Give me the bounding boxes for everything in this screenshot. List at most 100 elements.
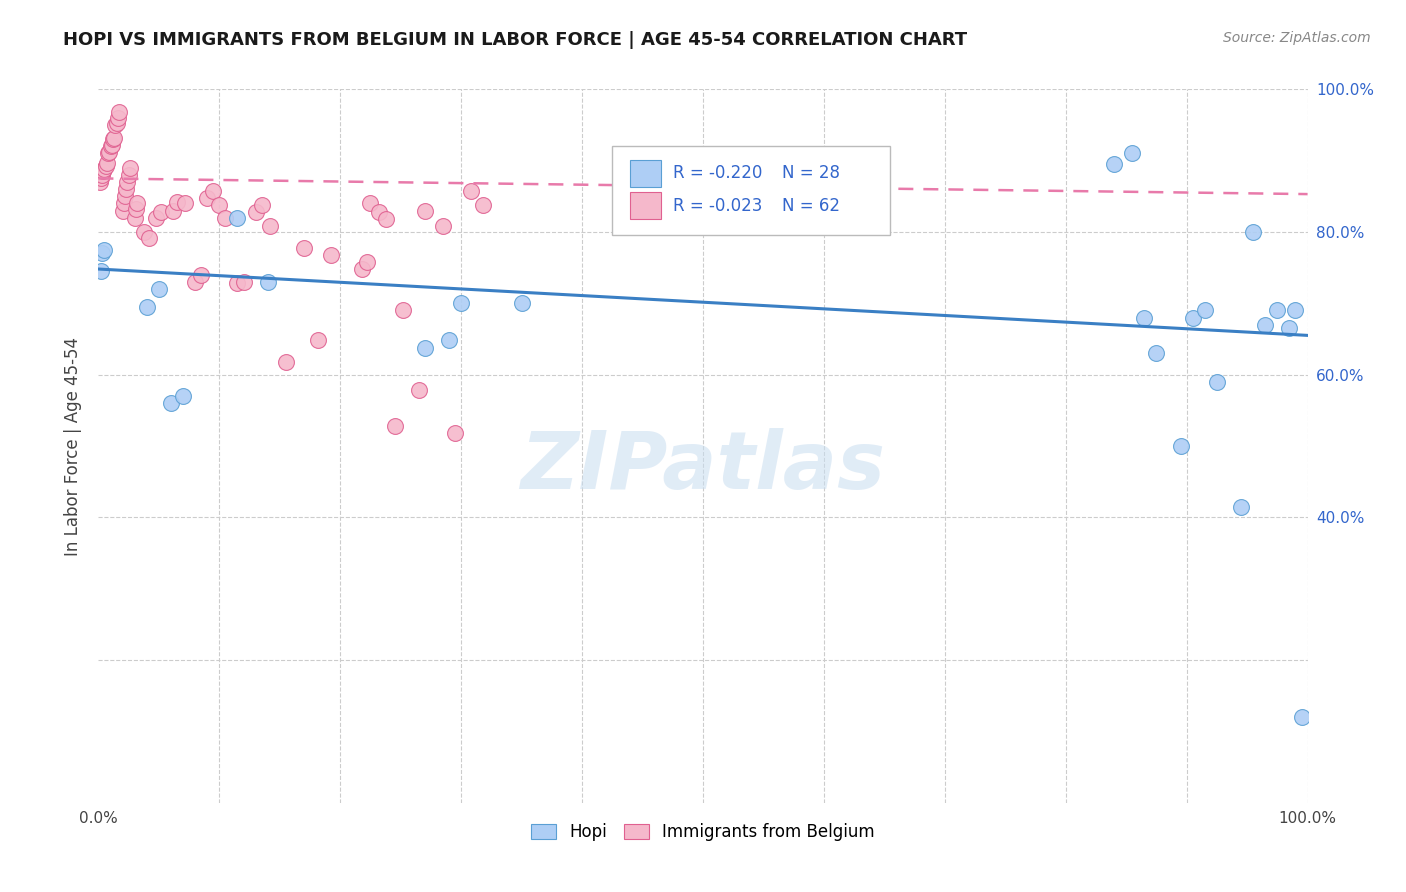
Point: [208, 198, 231, 212]
Point: [90, 171, 112, 186]
Point: [375, 212, 398, 227]
Point: [162, 203, 184, 218]
Point: [1194, 303, 1216, 318]
Point: [103, 130, 125, 145]
Point: [172, 389, 194, 403]
Point: [1241, 225, 1264, 239]
Point: [392, 303, 415, 318]
Point: [259, 219, 281, 234]
Point: [292, 241, 315, 255]
Point: [93, 162, 115, 177]
Point: [112, 196, 135, 211]
Point: [105, 116, 128, 130]
Point: [308, 334, 330, 348]
Point: [148, 282, 170, 296]
Text: N = 62: N = 62: [782, 196, 839, 214]
Point: [93, 243, 115, 257]
Point: [89, 175, 111, 189]
Point: [1291, 710, 1313, 724]
Y-axis label: In Labor Force | Age 45-54: In Labor Force | Age 45-54: [63, 336, 82, 556]
Point: [202, 184, 225, 198]
Point: [91, 164, 114, 178]
Point: [1206, 375, 1229, 389]
Point: [160, 396, 183, 410]
Point: [360, 196, 382, 211]
Point: [1133, 310, 1156, 325]
Point: [195, 191, 218, 205]
Point: [117, 175, 139, 189]
Point: [460, 184, 482, 198]
Point: [413, 203, 436, 218]
Point: [1181, 310, 1204, 325]
Point: [125, 202, 148, 216]
FancyBboxPatch shape: [630, 160, 661, 187]
Point: [124, 211, 146, 225]
Text: N = 28: N = 28: [782, 164, 839, 182]
Point: [118, 161, 141, 175]
Point: [250, 198, 273, 212]
Point: [1254, 318, 1277, 332]
Point: [226, 277, 249, 291]
Point: [98, 145, 121, 159]
Point: [94, 159, 117, 173]
Point: [145, 211, 167, 225]
Point: [111, 203, 134, 218]
Point: [96, 156, 118, 170]
Point: [408, 384, 430, 398]
Point: [274, 355, 297, 369]
Point: [384, 419, 406, 434]
FancyBboxPatch shape: [613, 146, 890, 235]
Point: [107, 111, 129, 125]
Point: [1284, 303, 1306, 318]
Point: [134, 225, 156, 239]
Point: [115, 182, 138, 196]
Point: [138, 230, 160, 244]
Point: [232, 275, 254, 289]
Point: [114, 189, 136, 203]
Point: [101, 132, 124, 146]
Point: [100, 139, 122, 153]
Point: [1102, 157, 1125, 171]
Point: [450, 296, 472, 310]
Point: [166, 194, 188, 209]
Point: [118, 168, 141, 182]
FancyBboxPatch shape: [630, 192, 661, 219]
Point: [1121, 146, 1143, 161]
Point: [356, 255, 378, 269]
Point: [104, 118, 127, 132]
Point: [1146, 346, 1168, 360]
Point: [90, 264, 112, 278]
Point: [135, 300, 157, 314]
Point: [1267, 303, 1289, 318]
Text: R = -0.220: R = -0.220: [672, 164, 762, 182]
Point: [226, 211, 249, 225]
Point: [256, 275, 278, 289]
Point: [437, 334, 460, 348]
Point: [471, 198, 494, 212]
Point: [1170, 439, 1192, 453]
Point: [319, 248, 342, 262]
Point: [127, 196, 149, 211]
Point: [108, 105, 131, 120]
Text: Source: ZipAtlas.com: Source: ZipAtlas.com: [1223, 31, 1371, 45]
Point: [432, 219, 454, 234]
Point: [1230, 500, 1253, 514]
Point: [510, 296, 533, 310]
Point: [1278, 321, 1301, 335]
Point: [444, 426, 467, 441]
Point: [184, 275, 207, 289]
Text: HOPI VS IMMIGRANTS FROM BELGIUM IN LABOR FORCE | AGE 45-54 CORRELATION CHART: HOPI VS IMMIGRANTS FROM BELGIUM IN LABOR…: [63, 31, 967, 49]
Point: [97, 146, 120, 161]
Point: [150, 205, 173, 219]
Point: [214, 211, 236, 225]
Point: [174, 196, 197, 211]
Legend: Hopi, Immigrants from Belgium: Hopi, Immigrants from Belgium: [524, 817, 882, 848]
Text: R = -0.023: R = -0.023: [672, 196, 762, 214]
Point: [190, 268, 212, 282]
Point: [413, 341, 436, 355]
Point: [91, 246, 114, 260]
Point: [100, 137, 122, 152]
Point: [368, 205, 391, 219]
Point: [350, 262, 373, 277]
Text: ZIPatlas: ZIPatlas: [520, 428, 886, 507]
